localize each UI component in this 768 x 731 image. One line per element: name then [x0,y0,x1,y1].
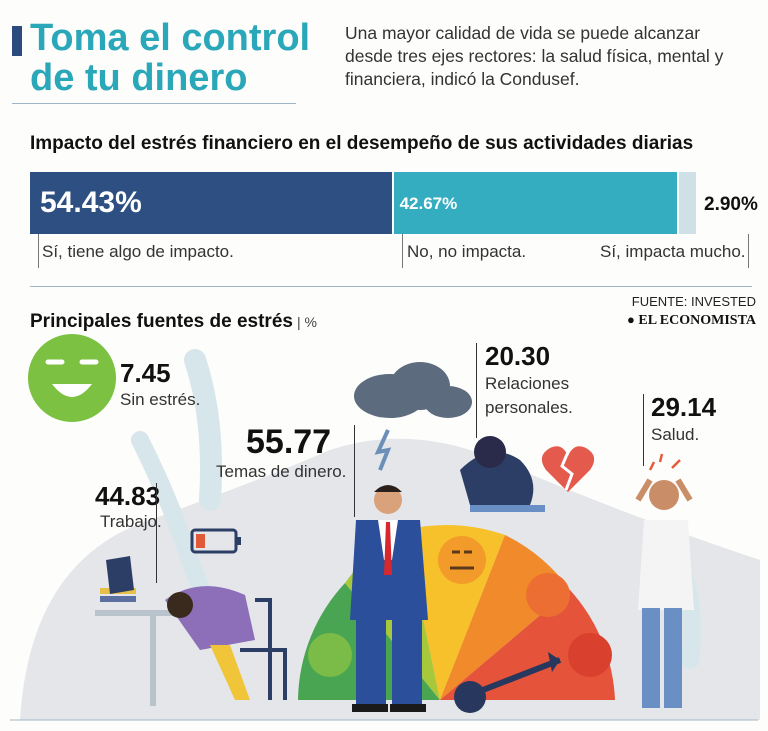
decor-swoosh-center [184,349,222,511]
stress-sources-unit: | % [296,314,317,330]
sad-woman-figure [460,436,545,512]
bar-segment-impacta-mucho [678,172,696,234]
title-line-1: Toma el control [30,17,311,59]
value-relaciones: 20.30 [485,341,551,371]
category-label-impacta-mucho: Sí, impacta mucho. [600,242,746,261]
category-tick-algo-impacto [38,234,39,268]
value-salud: 29.14 [651,392,717,422]
brand-name: EL ECONOMISTA [638,313,756,328]
stress-sources-title: Principales fuentes de estrés | % [30,311,317,333]
leader-line-trabajo [156,483,157,583]
bar-value-algo-impacto: 54.43% [40,186,142,219]
label-relaciones-2: personales. [485,398,573,417]
tired-worker-figure [95,556,287,706]
bar-segment-algo-impacto [30,172,392,234]
label-trabajo: Trabajo. [100,512,162,531]
leader-line-relaciones [476,343,477,438]
category-label-algo-impacto: Sí, tiene algo de impacto. [42,242,234,261]
smiley-icon [28,334,116,422]
value-temas-dinero: 55.77 [246,423,332,461]
impact-chart-title: Impacto del estrés financiero en el dese… [30,133,694,154]
brand-logo: ● EL ECONOMISTA [627,312,756,328]
source-note: FUENTE: INVESTED [631,294,756,309]
impact-stacked-bar: 54.43% 42.67% [30,172,698,234]
low-battery-icon [190,528,241,554]
category-tick-impacta-mucho [748,234,749,268]
value-sin-estres: 7.45 [120,358,171,388]
label-salud: Salud. [651,425,700,444]
bar-value-impacta-mucho: 2.90% [704,194,758,215]
category-label-no-impacta: No, no impacta. [407,242,527,261]
bar-value-no-impacta: 42.67% [399,194,458,213]
leader-line-salud [643,394,644,466]
page-title: Toma el control de tu dinero [30,18,320,98]
title-divider [12,103,296,104]
value-trabajo: 44.83 [95,481,161,511]
title-accent-bar [12,26,22,56]
bar-segment-no-impacta [393,172,677,234]
stress-sources-title-text: Principales fuentes de estrés [30,311,293,332]
intro-text: Una mayor calidad de vida se puede alcan… [345,23,724,89]
section-divider [30,286,752,287]
label-sin-estres: Sin estrés. [120,390,201,409]
category-tick-no-impacta [401,234,403,268]
leader-line-dinero [354,425,355,517]
label-temas-dinero: Temas de dinero. [216,462,347,481]
broken-heart-icon [541,446,595,492]
storm-cloud-icon [354,362,472,471]
headache-man-figure [635,453,694,708]
businessman-figure [350,485,428,712]
title-line-2: de tu dinero [30,57,248,99]
label-relaciones-1: Relaciones [485,374,570,393]
